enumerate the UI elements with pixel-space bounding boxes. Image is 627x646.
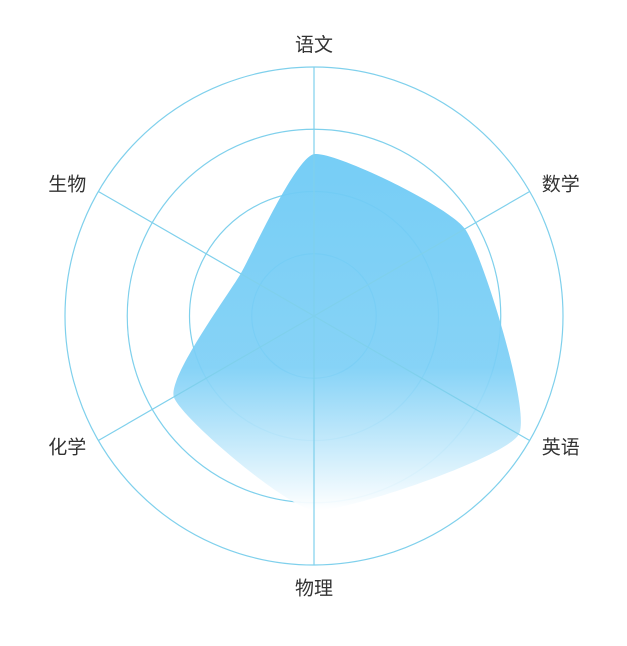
axis-label-5: 生物 [48, 174, 86, 196]
axis-label-1: 数学 [542, 174, 580, 196]
axis-line-4 [98, 315, 315, 442]
series-area-0[interactable] [173, 153, 521, 511]
axis-line-5 [98, 190, 315, 317]
radar-series [173, 153, 521, 511]
radar-axes [98, 67, 530, 565]
axis-label-0: 语文 [295, 34, 333, 56]
axis-label-4: 化学 [48, 437, 86, 459]
axis-line-2 [313, 315, 530, 442]
axis-line-1 [313, 190, 530, 317]
axis-label-3: 物理 [295, 578, 333, 600]
axis-label-2: 英语 [542, 437, 580, 459]
